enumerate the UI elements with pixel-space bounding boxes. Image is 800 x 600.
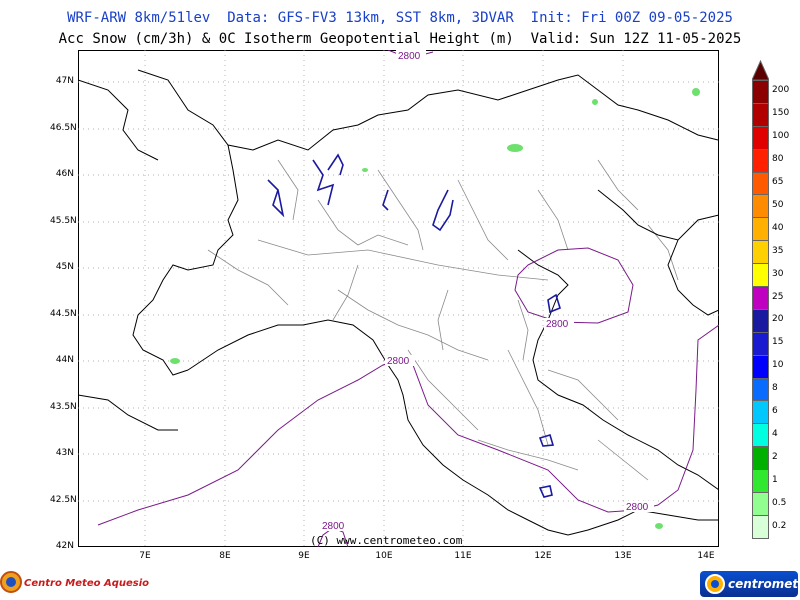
colorbar-label: 0.2 xyxy=(772,520,787,531)
colorbar-swatch xyxy=(752,492,769,515)
lakes xyxy=(267,153,561,498)
left-logo-text: Centro Meteo Aquesio xyxy=(24,578,149,589)
lon-label: 13E xyxy=(614,551,632,561)
colorbar-label: 0.5 xyxy=(772,497,787,508)
lon-label: 11E xyxy=(454,551,472,561)
header-line-1: WRF-ARW 8km/51lev Data: GFS-FV3 13km, SS… xyxy=(67,10,733,26)
colorbar-label: 10 xyxy=(772,360,784,371)
colorbar-label: 8 xyxy=(772,383,778,394)
colorbar xyxy=(752,80,769,539)
colorbar-swatch xyxy=(752,514,769,539)
colorbar-label: 50 xyxy=(772,199,784,210)
colorbar-swatch xyxy=(752,446,769,470)
colorbar-swatch xyxy=(752,286,769,309)
colorbar-label: 25 xyxy=(772,291,784,302)
colorbar-label: 20 xyxy=(772,314,784,325)
lon-label: 9E xyxy=(298,551,310,561)
colorbar-swatch xyxy=(752,80,769,103)
colorbar-swatch xyxy=(752,400,769,424)
logo-globe-icon xyxy=(705,574,725,594)
colorbar-label: 200 xyxy=(772,85,790,96)
lon-label: 14E xyxy=(697,551,715,561)
colorbar-swatch xyxy=(752,125,769,149)
colorbar-swatch xyxy=(752,331,769,355)
colorbar-label: 100 xyxy=(772,131,790,142)
colorbar-label: 65 xyxy=(772,177,784,188)
colorbar-swatch xyxy=(752,423,769,447)
colorbar-label: 2 xyxy=(772,451,778,462)
colorbar-swatch xyxy=(752,308,769,332)
contour-label-adriatic: 2800 xyxy=(546,319,569,330)
lon-label: 12E xyxy=(534,551,552,561)
map-canvas: 2800 2800 2800 2800 2800 (C) www.centrom… xyxy=(78,50,719,547)
colorbar-swatch xyxy=(752,240,769,264)
colorbar-swatch xyxy=(752,354,769,378)
lat-label: 44N xyxy=(55,355,74,365)
colorbar-swatch xyxy=(752,217,769,241)
logo-emblem-icon xyxy=(0,571,22,593)
snow-patches xyxy=(170,88,700,529)
lat-label: 42.5N xyxy=(50,495,77,505)
colorbar-label: 150 xyxy=(772,108,790,119)
lon-label: 10E xyxy=(375,551,393,561)
header-line-2: Acc Snow (cm/3h) & 0C Isotherm Geopotent… xyxy=(58,31,742,47)
colorbar-label: 6 xyxy=(772,406,778,417)
borders-coastline xyxy=(78,69,719,536)
contour-label-south: 2800 xyxy=(626,502,649,513)
colorbar-swatch xyxy=(752,148,769,172)
contour-label-top: 2800 xyxy=(398,51,421,62)
contour-label-tyrrhenian: 2800 xyxy=(387,356,410,367)
colorbar-label: 40 xyxy=(772,222,784,233)
lat-label: 45.5N xyxy=(50,216,77,226)
right-logo-text: centrometeo xyxy=(728,577,800,591)
lon-label: 7E xyxy=(139,551,151,561)
colorbar-swatch xyxy=(752,102,769,126)
lat-label: 43.5N xyxy=(50,402,77,412)
colorbar-arrow xyxy=(752,60,769,80)
colorbar-label: 30 xyxy=(772,268,784,279)
colorbar-swatch xyxy=(752,377,769,401)
lat-label: 42N xyxy=(55,541,74,551)
lat-label: 46.5N xyxy=(50,123,77,133)
centro-meteo-aquesio-logo: Centro Meteo Aquesio xyxy=(0,568,149,596)
contour-label-bottom: 2800 xyxy=(322,521,345,532)
colorbar-swatch xyxy=(752,194,769,218)
lat-label: 46N xyxy=(55,169,74,179)
colorbar-label: 80 xyxy=(772,154,784,165)
lat-label: 43N xyxy=(55,448,74,458)
colorbar-label: 1 xyxy=(772,474,778,485)
centrometeo-logo: centrometeo xyxy=(700,571,800,597)
copyright-text: (C) www.centrometeo.com xyxy=(310,534,463,547)
colorbar-label: 15 xyxy=(772,337,784,348)
lat-label: 44.5N xyxy=(50,309,77,319)
colorbar-swatch xyxy=(752,469,769,493)
lat-label: 45N xyxy=(55,262,74,272)
lon-label: 8E xyxy=(219,551,231,561)
colorbar-swatch xyxy=(752,263,769,287)
lat-label: 47N xyxy=(55,76,74,86)
colorbar-swatch xyxy=(752,171,769,195)
colorbar-label: 35 xyxy=(772,245,784,256)
colorbar-label: 4 xyxy=(772,428,778,439)
